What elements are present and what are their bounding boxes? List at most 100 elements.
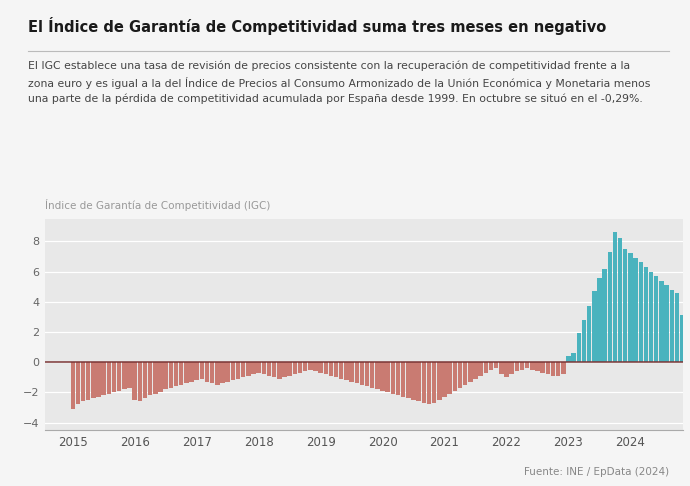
Bar — [288, 362, 292, 376]
Bar — [97, 362, 101, 397]
Text: El Índice de Garantía de Competitividad suma tres meses en negativo: El Índice de Garantía de Competitividad … — [28, 17, 606, 35]
Bar — [504, 362, 509, 377]
Bar — [210, 362, 215, 383]
Bar — [179, 362, 184, 385]
Bar — [592, 291, 597, 362]
Bar — [473, 362, 477, 379]
Bar — [359, 362, 364, 385]
Bar — [70, 362, 75, 409]
Bar — [669, 290, 674, 362]
Bar — [230, 362, 235, 380]
Bar — [525, 362, 529, 368]
Bar — [582, 320, 586, 362]
Bar — [499, 362, 504, 374]
Text: Fuente: INE / EpData (2024): Fuente: INE / EpData (2024) — [524, 467, 669, 477]
Bar — [638, 262, 643, 362]
Bar — [241, 362, 246, 377]
Bar — [494, 362, 498, 368]
Bar — [199, 362, 204, 379]
Bar — [566, 356, 571, 362]
Bar — [277, 362, 282, 379]
Bar — [437, 362, 442, 400]
Bar — [293, 362, 297, 374]
Bar — [478, 362, 483, 376]
Bar — [417, 362, 421, 401]
Bar — [303, 362, 307, 371]
Bar — [598, 278, 602, 362]
Bar — [257, 362, 261, 373]
Bar — [607, 252, 612, 362]
Bar — [680, 315, 684, 362]
Bar — [571, 353, 576, 362]
Bar — [308, 362, 313, 370]
Bar — [91, 362, 96, 399]
Bar — [313, 362, 317, 371]
Bar — [509, 362, 514, 374]
Bar — [272, 362, 277, 377]
Bar — [117, 362, 121, 391]
Bar — [447, 362, 452, 394]
Bar — [195, 362, 199, 380]
Bar — [468, 362, 473, 382]
Bar — [406, 362, 411, 399]
Bar — [618, 238, 622, 362]
Bar — [168, 362, 173, 388]
Bar — [324, 362, 328, 374]
Bar — [158, 362, 163, 392]
Bar — [515, 362, 519, 371]
Bar — [339, 362, 344, 379]
Bar — [164, 362, 168, 389]
Bar — [401, 362, 406, 397]
Bar — [267, 362, 271, 376]
Bar — [649, 272, 653, 362]
Bar — [143, 362, 147, 399]
Bar — [297, 362, 302, 373]
Bar — [184, 362, 188, 383]
Bar — [628, 253, 633, 362]
Bar — [251, 362, 256, 374]
Bar — [220, 362, 225, 383]
Text: El IGC establece una tasa de revisión de precios consistente con la recuperación: El IGC establece una tasa de revisión de… — [28, 61, 650, 104]
Bar — [122, 362, 126, 389]
Bar — [153, 362, 157, 394]
Bar — [432, 362, 437, 403]
Bar — [453, 362, 457, 391]
Bar — [654, 276, 658, 362]
Bar — [484, 362, 488, 373]
Bar — [86, 362, 90, 400]
Bar — [530, 362, 535, 370]
Bar — [520, 362, 524, 370]
Bar — [355, 362, 359, 383]
Bar — [463, 362, 467, 385]
Bar — [215, 362, 219, 385]
Bar — [334, 362, 338, 377]
Bar — [282, 362, 286, 377]
Bar — [380, 362, 385, 391]
Bar — [365, 362, 369, 386]
Bar — [422, 362, 426, 403]
Bar — [328, 362, 333, 376]
Bar — [442, 362, 446, 397]
Bar — [561, 362, 566, 374]
Bar — [685, 317, 689, 362]
Bar — [546, 362, 550, 374]
Bar — [391, 362, 395, 394]
Text: Índice de Garantía de Competitividad (IGC): Índice de Garantía de Competitividad (IG… — [45, 199, 270, 211]
Bar — [540, 362, 545, 373]
Bar — [107, 362, 111, 394]
Bar — [189, 362, 194, 382]
Bar — [76, 362, 80, 404]
Bar — [623, 249, 627, 362]
Bar — [613, 232, 617, 362]
Bar — [633, 258, 638, 362]
Bar — [602, 269, 607, 362]
Bar — [205, 362, 209, 382]
Bar — [101, 362, 106, 396]
Bar — [137, 362, 142, 401]
Bar — [396, 362, 400, 396]
Bar — [386, 362, 390, 392]
Bar — [664, 285, 669, 362]
Bar — [349, 362, 354, 382]
Bar — [132, 362, 137, 400]
Bar — [375, 362, 380, 389]
